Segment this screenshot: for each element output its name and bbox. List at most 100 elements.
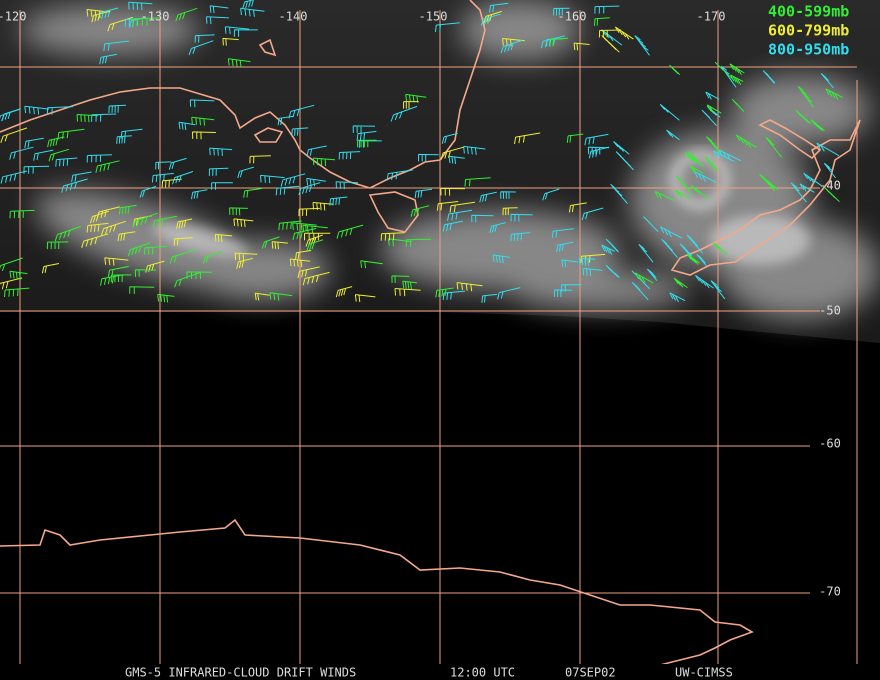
wind-barb (99, 53, 117, 65)
wind-barb (759, 174, 776, 192)
wind-barb (335, 286, 353, 298)
wind-barb (306, 145, 327, 157)
wind-barb (483, 10, 502, 24)
wind-barb (820, 73, 834, 89)
wind-barb (634, 35, 650, 56)
wind-barb (297, 266, 320, 279)
wind-barb (464, 177, 491, 187)
wind-barb (669, 64, 681, 75)
wind-barb (803, 172, 822, 187)
wind-barb (542, 188, 560, 201)
wind-barb (280, 173, 306, 187)
wind-barb (598, 29, 621, 38)
wind-barb (118, 204, 137, 215)
wind-barb (638, 244, 654, 263)
legend-entry: 400-599mb (768, 3, 849, 21)
wind-barb (674, 189, 691, 200)
wind-barb (117, 231, 136, 242)
wind-barb (100, 274, 124, 286)
wind-barb (33, 149, 54, 161)
wind-barb (492, 254, 510, 264)
wind-barb (481, 13, 501, 26)
wind-barb (132, 17, 160, 26)
footer-time: 12:00 UTC (450, 666, 515, 680)
wind-barb (669, 292, 686, 303)
wind-barb (713, 242, 728, 255)
wind-barb (735, 134, 757, 148)
wind-barb (129, 286, 155, 294)
wind-barb (387, 238, 412, 247)
wind-barb (706, 104, 722, 114)
wind-barb (354, 294, 376, 303)
wind-barb (561, 259, 579, 268)
wind-barb (502, 38, 525, 47)
wind-barb (174, 271, 202, 288)
wind-barb (714, 61, 733, 80)
wind-barb (222, 37, 239, 46)
wind-barb (312, 157, 336, 167)
wind-barb (89, 210, 110, 224)
wind-barb (139, 185, 157, 198)
wind-barb (500, 39, 523, 54)
wind-barb (448, 155, 465, 164)
wind-barb (823, 162, 836, 179)
wind-barb (690, 165, 704, 174)
wind-barb (489, 222, 506, 234)
footer-bar (0, 664, 880, 680)
wind-barb (206, 16, 229, 25)
wind-barb (356, 130, 377, 141)
wind-barb (643, 216, 659, 233)
wind-barb (352, 125, 376, 134)
wind-barb (229, 207, 248, 216)
wind-barb (132, 212, 158, 228)
wind-barb (824, 186, 840, 202)
wind-barb (502, 207, 518, 216)
wind-barb (675, 175, 693, 194)
wind-barb (189, 99, 215, 108)
wind-barb (659, 103, 680, 121)
wind-barb (601, 244, 615, 255)
wind-barb (55, 157, 78, 167)
wind-barb (194, 34, 215, 43)
wind-barb (0, 257, 23, 271)
wind-barb (436, 201, 459, 211)
longitude-label: -130 (141, 10, 170, 24)
wind-barb (405, 238, 432, 247)
wind-barb (192, 131, 216, 140)
wind-barb (269, 292, 293, 301)
wind-barb (47, 136, 65, 148)
wind-barb (605, 264, 620, 278)
wind-barb (76, 114, 99, 123)
wind-barb (706, 136, 723, 156)
wind-barb (227, 58, 251, 68)
wind-barb (172, 171, 194, 185)
wind-barb (500, 191, 516, 199)
wind-barb (688, 151, 701, 165)
wind-barb (579, 257, 596, 266)
wind-barb (582, 267, 603, 277)
wind-barb (155, 161, 172, 170)
wind-barb (157, 293, 175, 303)
wind-barb (762, 70, 776, 84)
wind-barb (176, 218, 193, 229)
wind-barb (449, 201, 475, 213)
wind-barb (816, 142, 840, 157)
wind-barb (107, 16, 134, 32)
wind-barb (312, 202, 334, 211)
longitude-label: -160 (558, 10, 587, 24)
wind-barb (234, 252, 258, 261)
wind-barb (441, 132, 458, 144)
wind-barb (61, 178, 88, 193)
wind-barb (127, 242, 151, 257)
wind-barb (91, 113, 117, 122)
wind-barb (240, 7, 265, 17)
wind-barb (686, 253, 700, 265)
wind-barb (402, 280, 418, 290)
wind-barb (358, 140, 382, 148)
wind-barb (673, 277, 688, 289)
wind-barb (243, 187, 263, 198)
wind-barb (701, 109, 718, 127)
wind-barb (556, 241, 574, 253)
wind-barb (825, 88, 843, 100)
